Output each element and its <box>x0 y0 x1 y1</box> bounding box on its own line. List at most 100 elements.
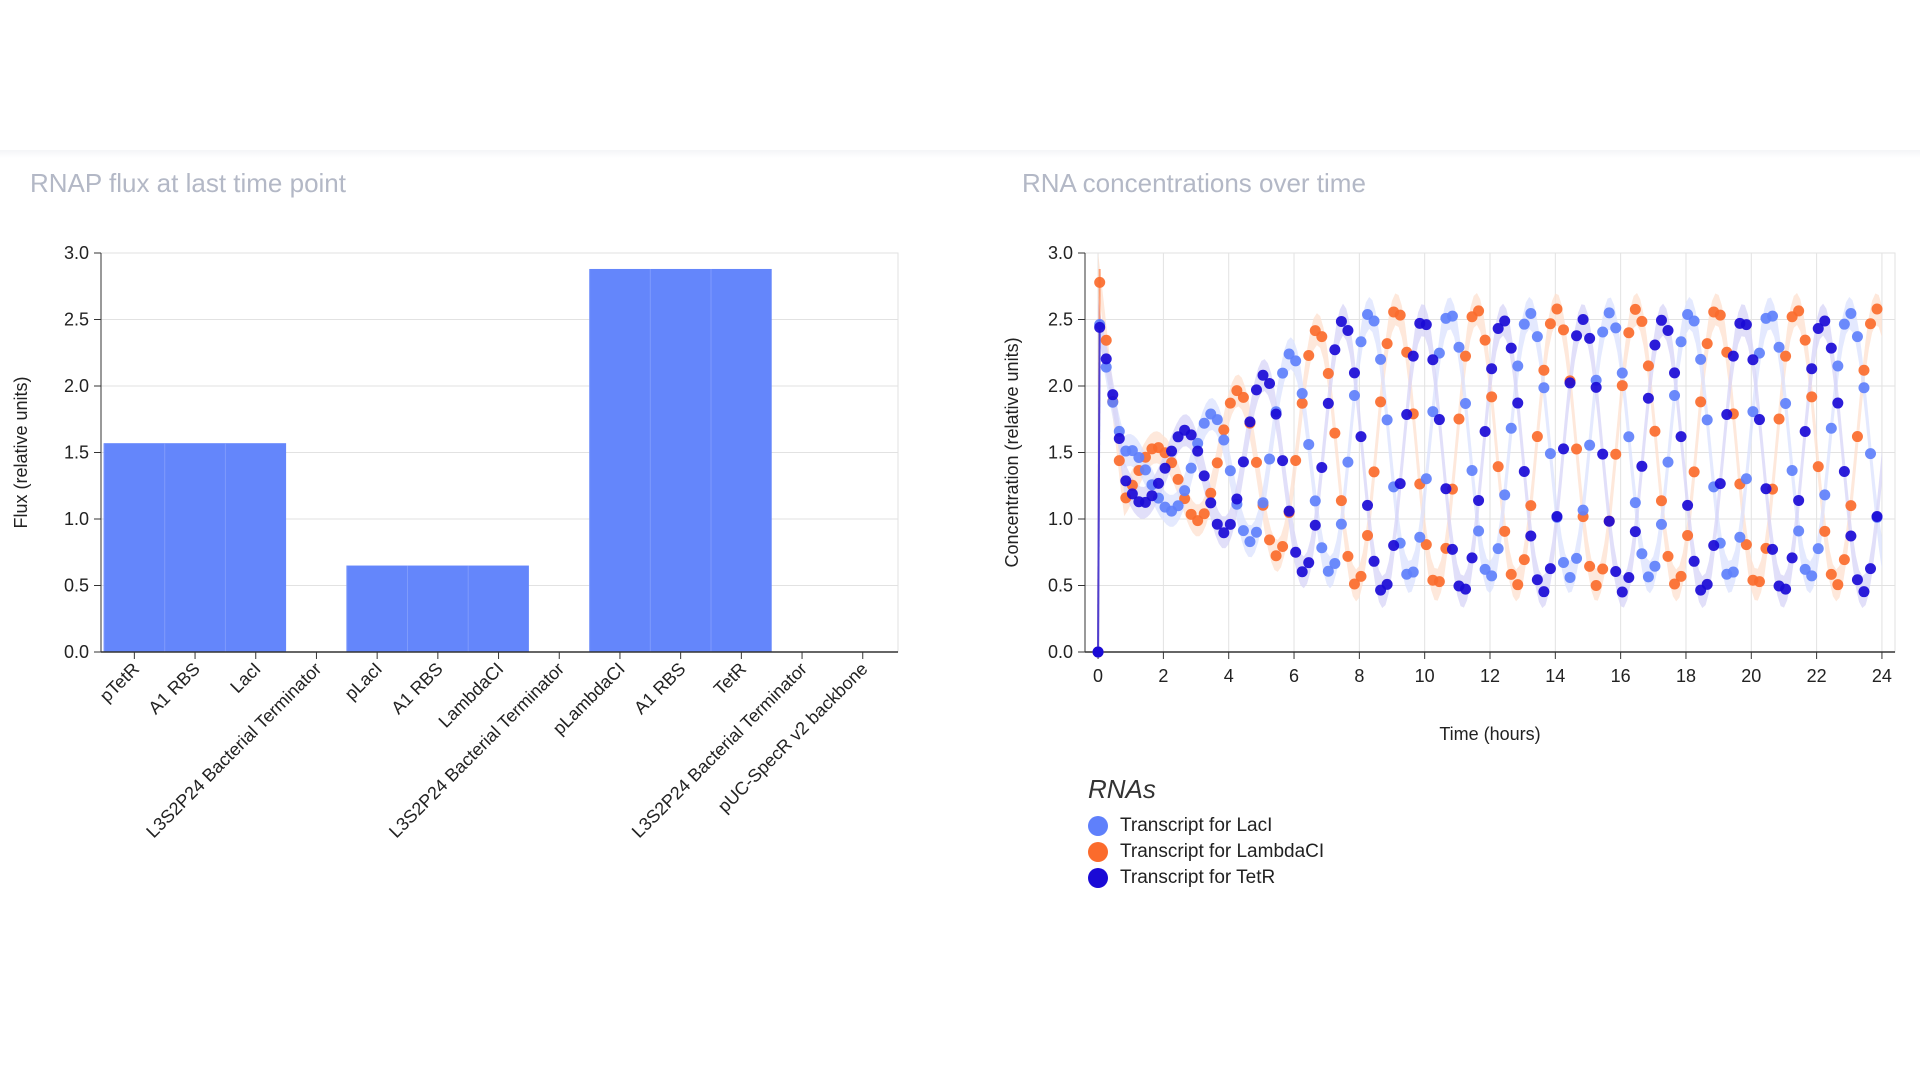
series-point <box>1499 315 1511 327</box>
series-point <box>1636 548 1648 560</box>
series-point <box>1616 586 1628 598</box>
series-point <box>1727 350 1739 362</box>
series-point <box>1303 557 1315 569</box>
series-point <box>1799 425 1811 437</box>
series-point <box>1838 318 1850 330</box>
series-point <box>1277 541 1289 553</box>
bar <box>650 268 711 652</box>
series-point <box>1355 431 1367 443</box>
series-point <box>1544 448 1556 460</box>
bar-y-tick-label: 2.5 <box>64 310 89 330</box>
series-point <box>1270 408 1282 420</box>
series-point <box>1662 550 1674 562</box>
series-point <box>1427 354 1439 366</box>
scatter-x-tick-label: 18 <box>1676 666 1696 686</box>
series-point <box>1675 431 1687 443</box>
bar <box>346 565 408 652</box>
series-point <box>1126 488 1138 500</box>
series-point <box>1629 497 1641 509</box>
series-point <box>1793 525 1805 537</box>
series-point <box>1740 539 1752 551</box>
series-point <box>1322 397 1334 409</box>
series-point <box>1473 494 1485 506</box>
series-point <box>1316 542 1328 554</box>
series-point <box>1793 305 1805 317</box>
series-point <box>1348 578 1360 590</box>
legend: RNAs Transcript for LacI Transcript for … <box>1088 774 1324 891</box>
bar <box>164 443 226 652</box>
series-point <box>1518 554 1530 566</box>
series-point <box>1642 571 1654 583</box>
series-point <box>1669 578 1681 590</box>
series-point <box>1701 414 1713 426</box>
series-point <box>1669 390 1681 402</box>
series-point <box>1845 530 1857 542</box>
series-point <box>1649 560 1661 572</box>
series-point <box>1368 315 1380 327</box>
legend-label-lambdaCI: Transcript for LambdaCI <box>1120 841 1325 862</box>
series-point <box>1362 499 1374 511</box>
series-point <box>1727 566 1739 578</box>
series-point <box>1264 534 1276 546</box>
scatter-x-tick-label: 12 <box>1480 666 1500 686</box>
series-point <box>1355 336 1367 348</box>
series-point <box>1695 353 1707 365</box>
series-point <box>1747 406 1759 418</box>
series-point <box>1257 497 1269 509</box>
series-point <box>1858 382 1870 394</box>
bar-y-tick-label: 3.0 <box>64 243 89 263</box>
series-point <box>1538 364 1550 376</box>
scatter-y-tick-label: 1.0 <box>1048 509 1073 529</box>
series-point <box>1473 525 1485 537</box>
series-point <box>1218 434 1230 446</box>
series-point <box>1205 497 1217 509</box>
series-point <box>1557 324 1569 336</box>
scatter-y-tick-label: 2.5 <box>1048 310 1073 330</box>
series-point <box>1224 397 1236 409</box>
series-point <box>1218 527 1230 539</box>
series-point <box>1655 495 1667 507</box>
series-point <box>1126 445 1138 457</box>
series-point <box>1420 473 1432 485</box>
series-point <box>1159 462 1171 474</box>
series-point <box>1152 477 1164 489</box>
series-point <box>1695 396 1707 408</box>
series-point <box>1486 391 1498 403</box>
series-point <box>1806 570 1818 582</box>
series-point <box>1551 511 1563 523</box>
bar-y-tick-label: 1.5 <box>64 443 89 463</box>
bar <box>589 268 651 652</box>
series-point <box>1812 461 1824 473</box>
series-point <box>1571 443 1583 455</box>
series-point <box>1518 318 1530 330</box>
series-point <box>1283 505 1295 517</box>
series-point <box>1538 586 1550 598</box>
series-point <box>1708 540 1720 552</box>
legend-item-lacI[interactable]: Transcript for LacI <box>1088 813 1324 839</box>
series-point <box>1662 456 1674 468</box>
series-point <box>1264 377 1276 389</box>
series-point <box>1309 495 1321 507</box>
series-point <box>1642 360 1654 372</box>
series-point <box>1198 417 1210 429</box>
legend-item-tetR[interactable]: Transcript for TetR <box>1088 865 1324 891</box>
series-band <box>1098 303 1882 608</box>
legend-item-lambdaCI[interactable]: Transcript for LambdaCI <box>1088 839 1324 865</box>
series-point <box>1747 354 1759 366</box>
legend-swatch-tetR <box>1088 868 1108 888</box>
series-point <box>1309 519 1321 531</box>
series-point <box>1819 525 1831 537</box>
series-band <box>1098 296 1882 594</box>
legend-title: RNAs <box>1088 774 1156 804</box>
series-point <box>1688 315 1700 327</box>
series-point <box>1636 315 1648 327</box>
series-point <box>1603 515 1615 527</box>
series-point <box>1388 540 1400 552</box>
series-point <box>1825 568 1837 580</box>
series-point <box>1584 439 1596 451</box>
series-point <box>1296 387 1308 399</box>
series-point <box>1571 552 1583 564</box>
series-point <box>1590 381 1602 393</box>
series-point <box>1616 380 1628 392</box>
series-point <box>1092 646 1104 658</box>
